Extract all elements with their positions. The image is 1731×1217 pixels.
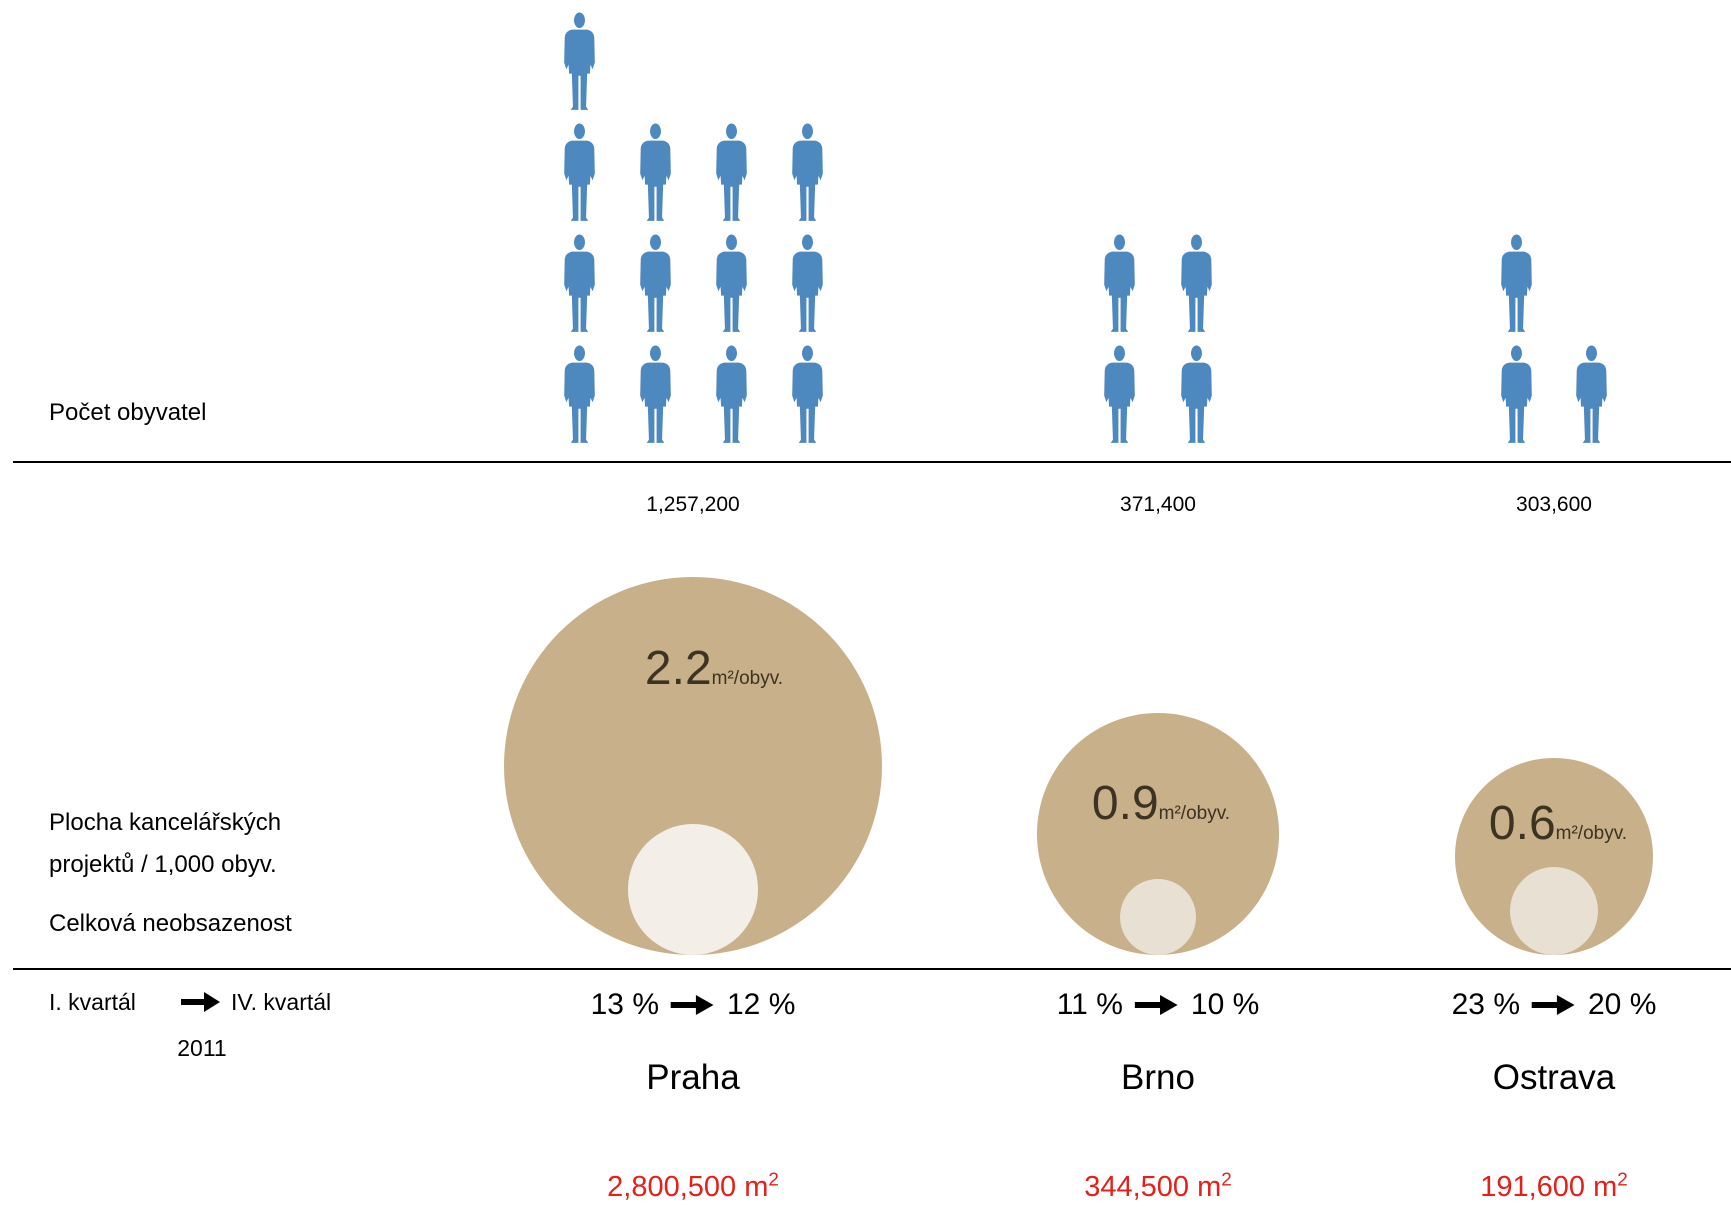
total-unit: m <box>744 1171 769 1203</box>
period-from-label: I. kvartál <box>49 989 136 1015</box>
city-name: Praha <box>646 1058 740 1097</box>
vacancy-to: 20 % <box>1588 988 1657 1021</box>
person-icon <box>562 123 597 222</box>
office-area-value: 2.2 <box>644 642 712 695</box>
person-icon <box>638 234 673 333</box>
vacancy-bubble <box>1119 878 1197 955</box>
office-stock-total: 191,600 m2 <box>1480 1170 1628 1204</box>
total-unit: m <box>1197 1171 1222 1203</box>
total-value: 191,600 <box>1480 1171 1586 1203</box>
vacancy-change: 23 % 20 % <box>1452 988 1657 1022</box>
office-area-row-label-line2: projektů / 1,000 obyv. <box>49 851 277 878</box>
office-stock-total: 344,500 m2 <box>1084 1170 1232 1204</box>
arrow-right-icon <box>671 994 715 1016</box>
population-baseline <box>13 461 1731 463</box>
office-area-unit: m²/obyv. <box>1555 823 1628 844</box>
person-icon <box>562 345 597 444</box>
office-area-label: 0.9 m²/obyv. <box>1092 780 1230 828</box>
office-area-label: 2.2 m²/obyv. <box>645 645 783 693</box>
vacancy-bubble <box>627 824 759 955</box>
population-value: 371,400 <box>1120 493 1196 516</box>
person-icon <box>1574 345 1609 444</box>
total-unit-exponent: 2 <box>1617 1168 1628 1190</box>
vacancy-from: 23 % <box>1451 988 1520 1021</box>
person-icon <box>1179 345 1214 444</box>
office-area-unit: m²/obyv. <box>711 668 784 689</box>
person-icon <box>1102 234 1137 333</box>
office-stock-total: 2,800,500 m2 <box>607 1170 779 1204</box>
person-icon <box>790 345 825 444</box>
person-icon <box>1179 234 1214 333</box>
vacancy-row-label: Celková neobsazenost <box>49 910 292 937</box>
vacancy-change: 13 % 12 % <box>591 988 796 1022</box>
person-icon <box>638 345 673 444</box>
person-icon <box>562 12 597 111</box>
arrow-right-icon <box>1532 994 1576 1016</box>
total-value: 344,500 <box>1084 1171 1190 1203</box>
population-value: 1,257,200 <box>646 493 740 516</box>
person-icon <box>714 123 749 222</box>
population-row-label: Počet obyvatel <box>49 399 207 426</box>
vacancy-bubble <box>1509 866 1599 955</box>
total-unit-exponent: 2 <box>768 1168 779 1190</box>
vacancy-from: 13 % <box>590 988 659 1021</box>
city-name: Ostrava <box>1492 1058 1616 1097</box>
person-icon <box>790 123 825 222</box>
person-icon <box>562 234 597 333</box>
person-icon <box>790 234 825 333</box>
period-year-label: 2011 <box>177 1035 227 1061</box>
arrow-right-icon <box>1134 994 1179 1016</box>
bubble-baseline <box>13 968 1731 970</box>
total-unit: m <box>1593 1171 1618 1203</box>
total-unit-exponent: 2 <box>1221 1168 1232 1190</box>
person-icon <box>638 123 673 222</box>
vacancy-change: 11 % 10 % <box>1057 988 1260 1022</box>
office-area-unit: m²/obyv. <box>1158 803 1231 824</box>
period-to-label: IV. kvartál <box>231 989 332 1015</box>
population-value: 303,600 <box>1516 493 1592 516</box>
vacancy-to: 10 % <box>1190 988 1260 1021</box>
office-area-value: 0.6 <box>1488 797 1556 850</box>
office-area-value: 0.9 <box>1091 777 1159 830</box>
city-name: Brno <box>1121 1058 1195 1097</box>
arrow-right-icon <box>181 991 221 1013</box>
vacancy-to: 12 % <box>727 988 796 1021</box>
total-value: 2,800,500 <box>607 1171 737 1203</box>
vacancy-from: 11 % <box>1056 988 1123 1021</box>
person-icon <box>1499 234 1534 333</box>
office-area-label: 0.6 m²/obyv. <box>1489 800 1627 848</box>
person-icon <box>1499 345 1534 444</box>
office-area-row-label-line1: Plocha kancelářských <box>49 809 282 836</box>
person-icon <box>714 345 749 444</box>
person-icon <box>1102 345 1137 444</box>
person-icon <box>714 234 749 333</box>
